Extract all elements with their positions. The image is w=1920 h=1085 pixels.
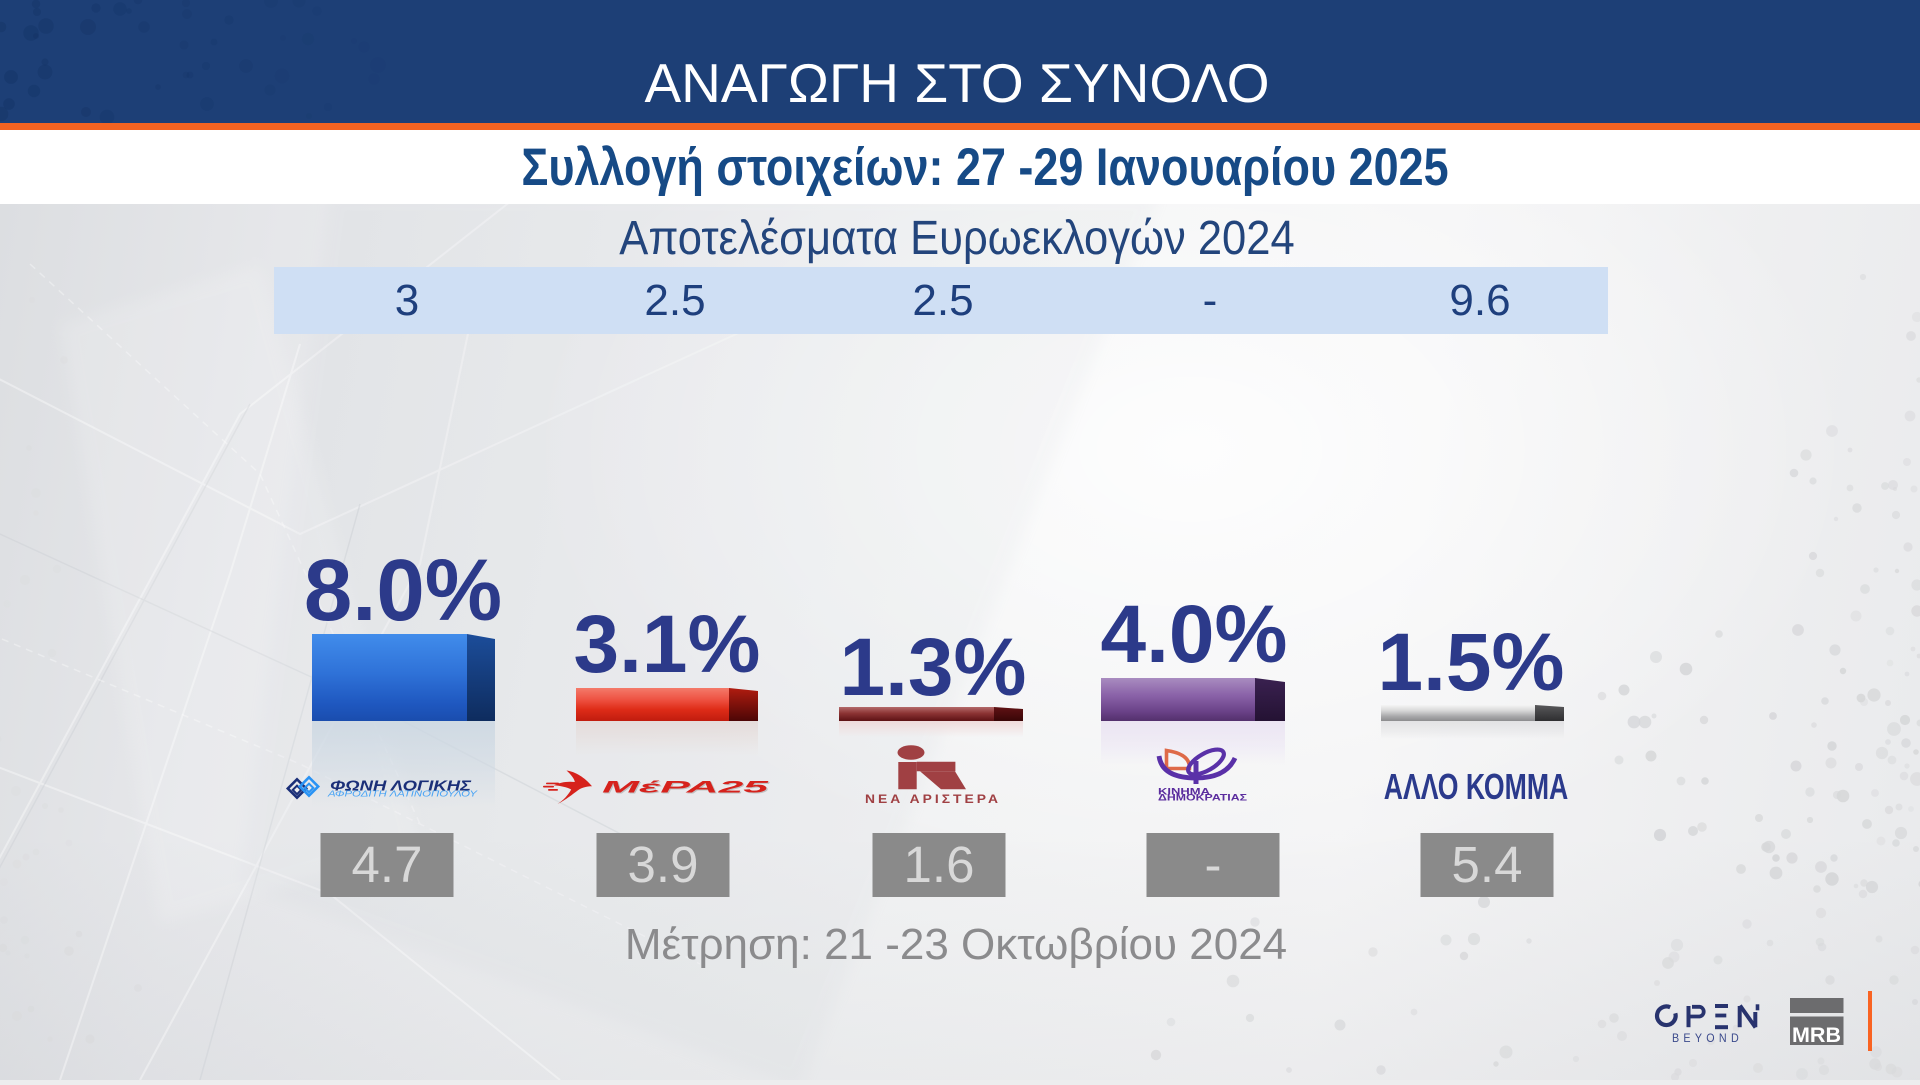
svg-text:ΑΦΡΟΔΙΤΗ ΛΑΤΙΝΟΠΟΥΛΟΥ: ΑΦΡΟΔΙΤΗ ΛΑΤΙΝΟΠΟΥΛΟΥ bbox=[327, 789, 478, 798]
svg-text:ΜέΡΑ25: ΜέΡΑ25 bbox=[602, 777, 769, 796]
svg-text:MRB: MRB bbox=[1792, 1023, 1841, 1047]
svg-text:BEYOND: BEYOND bbox=[1672, 1033, 1743, 1045]
svg-text:ΔΗΜΟΚΡΑΤΙΑΣ: ΔΗΜΟΚΡΑΤΙΑΣ bbox=[1158, 793, 1247, 804]
svg-text:ΝΕΑ ΑΡΙΣΤΕΡΑ: ΝΕΑ ΑΡΙΣΤΕΡΑ bbox=[865, 794, 1001, 806]
